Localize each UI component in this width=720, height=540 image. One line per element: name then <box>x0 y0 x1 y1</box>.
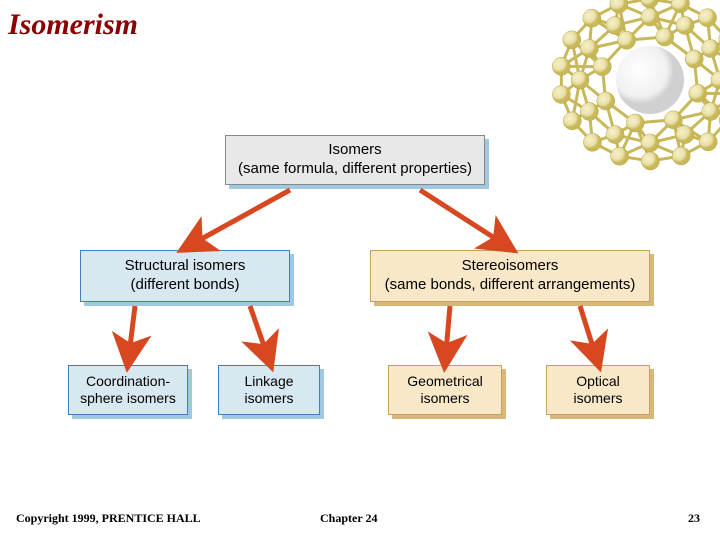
node-label-line: Structural isomers <box>125 257 246 276</box>
node-label-line: Linkage <box>244 373 293 391</box>
node-label-line: Isomers <box>328 141 381 160</box>
node-structural: Structural isomers(different bonds) <box>80 250 290 302</box>
node-label-line: (different bonds) <box>131 276 240 295</box>
flow-arrow <box>128 306 135 363</box>
node-label-line: isomers <box>244 390 293 408</box>
node-label-line: Optical <box>576 373 620 391</box>
node-label-line: isomers <box>420 390 469 408</box>
chapter-label: Chapter 24 <box>320 511 377 526</box>
node-label-line: Coordination- <box>86 373 170 391</box>
node-linkage: Linkageisomers <box>218 365 320 415</box>
page-title: Isomerism <box>8 8 138 42</box>
node-label-line: sphere isomers <box>80 390 176 408</box>
node-geom: Geometricalisomers <box>388 365 502 415</box>
node-root: Isomers(same formula, different properti… <box>225 135 485 185</box>
flow-arrow <box>445 306 450 363</box>
flow-arrow <box>250 306 270 363</box>
flow-arrow <box>185 190 290 248</box>
page-number: 23 <box>688 511 700 526</box>
flow-arrow <box>420 190 510 248</box>
node-label-line: isomers <box>573 390 622 408</box>
node-label-line: Stereoisomers <box>462 257 559 276</box>
node-coord: Coordination-sphere isomers <box>68 365 188 415</box>
node-label-line: Geometrical <box>407 373 482 391</box>
flow-arrow <box>580 306 598 363</box>
node-label-line: (same formula, different properties) <box>238 160 472 179</box>
node-label-line: (same bonds, different arrangements) <box>385 276 636 295</box>
node-stereo: Stereoisomers(same bonds, different arra… <box>370 250 650 302</box>
molecule-decoration <box>550 0 720 180</box>
node-optical: Opticalisomers <box>546 365 650 415</box>
copyright-text: Copyright 1999, PRENTICE HALL <box>16 511 201 526</box>
